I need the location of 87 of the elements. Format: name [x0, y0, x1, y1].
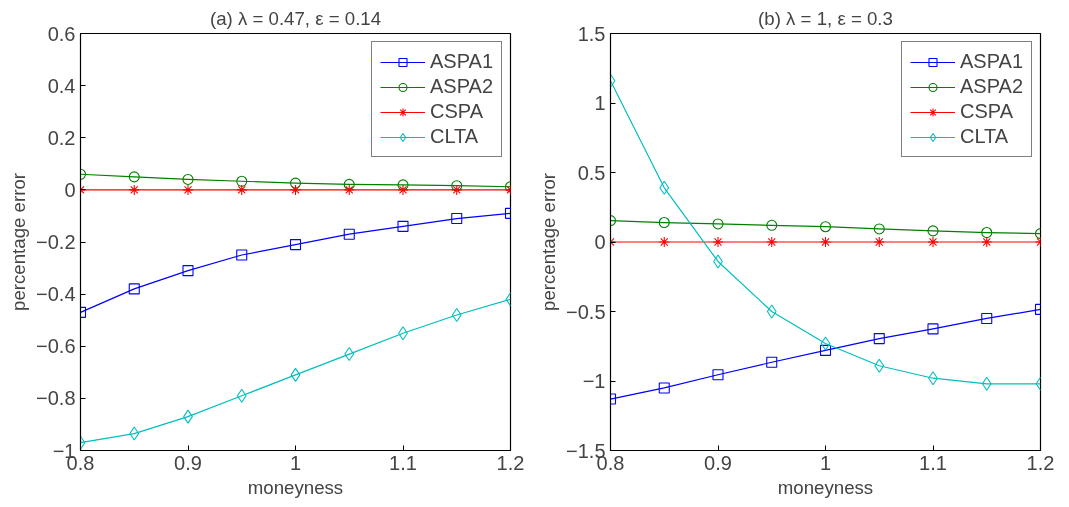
point: [451, 184, 463, 196]
point: [236, 388, 247, 403]
point: [344, 347, 355, 362]
point: [766, 356, 778, 368]
point: [927, 236, 939, 248]
point: [766, 304, 777, 319]
y-axis-title: percentage error: [8, 173, 30, 311]
point: [343, 228, 355, 240]
legend-label: CSPA: [960, 100, 1013, 123]
point: [397, 220, 409, 232]
point: [451, 180, 463, 192]
point: [182, 184, 194, 196]
point: [128, 283, 140, 295]
point: [712, 218, 724, 230]
legend-label: ASPA1: [960, 50, 1023, 73]
point: [128, 184, 140, 196]
legend-label: CSPA: [430, 100, 483, 123]
x-tick-label: 1: [289, 451, 302, 474]
x-tick-label: 1: [819, 451, 832, 474]
point: [343, 184, 355, 196]
point: [819, 221, 832, 233]
point: [927, 225, 939, 237]
point: [712, 236, 724, 248]
y-tick-label: 1.5: [577, 22, 606, 45]
x-tick-label: 1.2: [496, 451, 525, 474]
y-tick-label: 0: [64, 178, 76, 201]
chart-title: (b) λ = 1, ε = 0.3: [758, 7, 893, 29]
point: [289, 177, 302, 189]
y-tick-label: 0.5: [577, 161, 606, 184]
point: [128, 171, 140, 183]
point: [236, 184, 248, 196]
point: [766, 236, 778, 248]
point: [182, 265, 194, 277]
point: [289, 184, 302, 196]
point: [819, 344, 832, 356]
y-tick-label: 1: [594, 92, 606, 114]
y-tick-label: 0.4: [47, 74, 76, 97]
y-tick-label: 0: [594, 231, 606, 253]
point: [873, 333, 885, 345]
legend-label: ASPA1: [430, 50, 493, 73]
legend-label: ASPA2: [430, 75, 493, 98]
point: [819, 236, 832, 248]
x-tick-label: 1.2: [1026, 451, 1055, 474]
point: [182, 173, 194, 185]
point: [658, 382, 670, 394]
x-tick-label: 1.1: [919, 451, 947, 474]
point: [658, 217, 670, 229]
point: [874, 358, 885, 373]
point: [927, 323, 939, 335]
point: [766, 219, 778, 231]
x-axis-title: moneyness: [247, 476, 344, 498]
legend-label: CLTA: [430, 125, 479, 148]
x-tick-label: 0.9: [174, 451, 202, 474]
point: [658, 236, 670, 248]
point: [451, 212, 463, 225]
point: [289, 239, 302, 251]
point: [343, 178, 355, 190]
x-axis-title: moneyness: [777, 476, 874, 498]
point: [981, 227, 993, 239]
y-tick-label: −0.2: [36, 231, 76, 253]
point: [873, 236, 885, 248]
y-tick-label: 0.2: [47, 126, 76, 149]
point: [873, 223, 885, 235]
y-tick-label: 0.6: [47, 22, 76, 45]
point: [820, 336, 831, 351]
x-tick-label: 0.9: [704, 451, 732, 474]
point: [981, 236, 993, 248]
point: [397, 179, 409, 191]
point: [129, 426, 140, 441]
y-tick-label: −0.8: [36, 387, 76, 410]
point: [236, 249, 248, 261]
y-tick-label: −0.6: [36, 335, 76, 358]
legend-label: CLTA: [960, 125, 1009, 148]
point: [981, 376, 992, 391]
point: [981, 312, 993, 324]
chart-title: (a) λ = 0.47, ε = 0.14: [209, 7, 382, 29]
y-axis-title: percentage error: [538, 173, 560, 311]
point: [290, 367, 301, 382]
point: [659, 180, 670, 195]
legend-label: ASPA2: [960, 75, 1023, 98]
point: [712, 369, 724, 381]
y-tick-label: −1: [582, 370, 606, 392]
x-tick-label: 1.1: [389, 451, 417, 474]
y-tick-label: −0.4: [36, 283, 76, 306]
y-tick-label: −0.5: [566, 300, 606, 323]
point: [397, 184, 409, 196]
point: [236, 175, 248, 187]
